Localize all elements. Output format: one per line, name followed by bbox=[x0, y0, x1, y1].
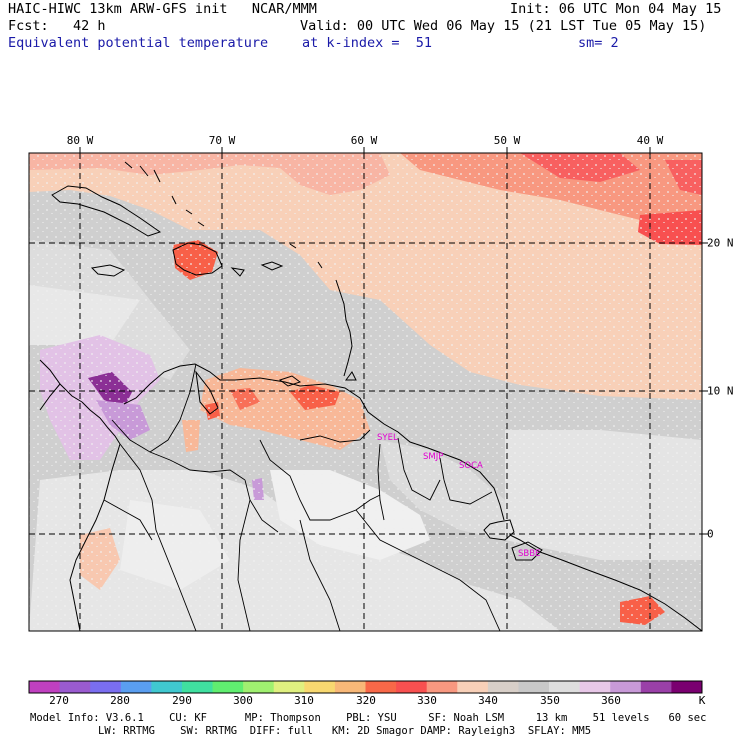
k-index-label: at k-index = 51 bbox=[302, 35, 433, 51]
colorbar-swatch bbox=[273, 681, 305, 693]
colorbar-label: 320 bbox=[356, 694, 376, 707]
colorbar-swatch bbox=[610, 681, 642, 693]
colorbar-swatch bbox=[90, 681, 122, 693]
colorbar-label: 270 bbox=[49, 694, 69, 707]
colorbar-label: 330 bbox=[417, 694, 437, 707]
colorbar-swatch bbox=[304, 681, 336, 693]
station-syel: SYEL bbox=[377, 433, 398, 443]
colorbar-swatch bbox=[549, 681, 581, 693]
colorbar-label: 280 bbox=[110, 694, 130, 707]
country-borders bbox=[103, 363, 501, 631]
forecast-hour: Fcst: 42 h bbox=[8, 18, 106, 34]
lon-label-80w: 80 W bbox=[66, 134, 94, 147]
colorbar-label: 340 bbox=[478, 694, 498, 707]
colorbar-swatch bbox=[212, 681, 244, 693]
lat-label-20n: 20 N bbox=[707, 236, 734, 250]
colorbar-label: 290 bbox=[172, 694, 192, 707]
lon-label-40w: 40 W bbox=[636, 134, 664, 147]
colorbar-swatch bbox=[334, 681, 366, 693]
station-soca: SOCA bbox=[459, 461, 483, 471]
colorbar-swatch bbox=[518, 681, 550, 693]
lon-label-70w: 70 W bbox=[208, 134, 236, 147]
lat-label-10n: 10 N bbox=[707, 384, 734, 398]
lon-label-60w: 60 W bbox=[350, 134, 378, 147]
colorbar-swatch bbox=[426, 681, 458, 693]
colorbar-swatch bbox=[640, 681, 672, 693]
colorbar-swatch bbox=[29, 681, 61, 693]
lat-label-0: 0 bbox=[707, 527, 714, 541]
colorbar-swatch bbox=[457, 681, 489, 693]
station-smjp: SMJP bbox=[423, 452, 443, 462]
map-ticks bbox=[79, 147, 708, 535]
coastlines bbox=[39, 161, 702, 631]
station-markers: SYEL SMJP SOCA SBBE bbox=[377, 433, 540, 559]
model-info-line1: Model Info: V3.6.1 CU: KF MP: Thompson P… bbox=[30, 712, 707, 724]
graticule bbox=[29, 153, 702, 631]
colorbar-label: 310 bbox=[294, 694, 314, 707]
colorbar-swatch bbox=[396, 681, 428, 693]
colorbar-swatch bbox=[151, 681, 183, 693]
field-name: Equivalent potential temperature bbox=[8, 35, 269, 51]
colorbar-label: 360 bbox=[601, 694, 621, 707]
smoothing-label: sm= 2 bbox=[578, 35, 619, 51]
model-info-line2: LW: RRTMG SW: RRTMG DIFF: full KM: 2D Sm… bbox=[98, 725, 592, 737]
colorbar-label: 300 bbox=[233, 694, 253, 707]
colorbar bbox=[28, 680, 703, 694]
title-model: HAIC-HIWC 13km ARW-GFS init NCAR/MMM bbox=[8, 1, 317, 17]
colorbar-swatch bbox=[59, 681, 91, 693]
colorbar-swatch bbox=[243, 681, 275, 693]
colorbar-swatch bbox=[671, 681, 703, 693]
colorbar-label: 350 bbox=[540, 694, 560, 707]
valid-time: Valid: 00 UTC Wed 06 May 15 (21 LST Tue … bbox=[300, 18, 707, 34]
init-time: Init: 06 UTC Mon 04 May 15 bbox=[510, 1, 722, 17]
station-sbbe: SBBE bbox=[518, 549, 540, 559]
colorbar-swatch bbox=[120, 681, 152, 693]
colorbar-frame bbox=[28, 680, 703, 694]
colorbar-swatch bbox=[365, 681, 397, 693]
colorbar-swatch bbox=[181, 681, 214, 693]
colorbar-swatch bbox=[487, 681, 519, 693]
shaded-field bbox=[29, 153, 702, 631]
lon-label-50w: 50 W bbox=[493, 134, 521, 147]
colorbar-unit: K bbox=[698, 694, 706, 707]
colorbar-swatch bbox=[579, 681, 611, 693]
map-frame bbox=[28, 152, 703, 632]
